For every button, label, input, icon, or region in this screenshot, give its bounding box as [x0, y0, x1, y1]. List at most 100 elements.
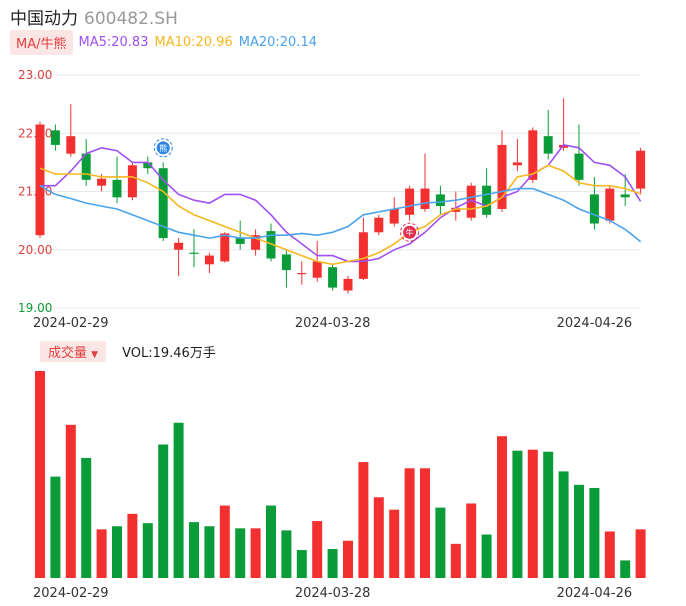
y-tick-label: 23.00 — [18, 68, 52, 82]
x-tick-label: 2024-04-26 — [557, 586, 633, 601]
y-tick-label: 21.00 — [18, 185, 52, 199]
candle[interactable] — [204, 252, 214, 274]
candle[interactable] — [389, 197, 399, 227]
candle[interactable] — [266, 223, 276, 262]
volume-bar[interactable] — [404, 468, 415, 578]
volume-bar[interactable] — [543, 451, 554, 578]
candle[interactable] — [220, 232, 230, 263]
stock-name: 中国动力 — [10, 9, 78, 29]
volume-bar[interactable] — [420, 468, 430, 578]
volume-bar[interactable] — [435, 507, 446, 578]
volume-bar[interactable] — [312, 521, 323, 578]
candle[interactable] — [297, 261, 307, 285]
volume-bar[interactable] — [358, 462, 369, 578]
signal-marker[interactable]: 熊 — [153, 138, 173, 158]
candle[interactable] — [112, 156, 122, 204]
volume-bar[interactable] — [620, 560, 631, 578]
candle[interactable] — [81, 139, 91, 186]
volume-bar[interactable] — [604, 531, 615, 578]
candle-body — [112, 179, 122, 198]
candle[interactable] — [50, 124, 60, 151]
volume-bar[interactable] — [497, 436, 507, 578]
volume-bar[interactable] — [296, 550, 307, 578]
volume-bar[interactable] — [466, 503, 477, 578]
volume-bar[interactable] — [343, 540, 353, 578]
volume-legend: 成交量 ▼ VOL:19.46万手 — [40, 340, 216, 362]
candle-body — [189, 252, 199, 254]
volume-bar[interactable] — [127, 513, 138, 578]
volume-bar[interactable] — [450, 543, 461, 578]
candle[interactable] — [35, 121, 45, 239]
candle[interactable] — [636, 147, 646, 195]
candle[interactable] — [559, 98, 569, 151]
candle[interactable] — [343, 275, 353, 294]
candle[interactable] — [281, 249, 291, 288]
candle[interactable] — [574, 124, 584, 186]
candle[interactable] — [482, 168, 492, 218]
volume-bar[interactable] — [158, 444, 169, 578]
volume-chart[interactable]: 2024-02-29 2024-03-28 2024-04-26 — [0, 362, 686, 602]
volume-bar[interactable] — [512, 450, 523, 578]
candle[interactable] — [158, 162, 168, 242]
volume-bar[interactable] — [189, 522, 199, 578]
volume-bar[interactable] — [235, 528, 246, 578]
volume-bar[interactable] — [204, 526, 215, 578]
candle[interactable] — [405, 185, 415, 221]
volume-bar[interactable] — [281, 530, 292, 578]
volume-bar[interactable] — [589, 487, 600, 578]
volume-bar[interactable] — [389, 509, 400, 578]
candle[interactable] — [235, 220, 245, 250]
candle[interactable] — [420, 153, 430, 212]
volume-bar[interactable] — [173, 422, 184, 578]
volume-bar[interactable] — [65, 424, 76, 578]
volume-indicator-button[interactable]: 成交量 ▼ — [40, 340, 107, 362]
ma10-line — [39, 164, 641, 266]
candle[interactable] — [374, 214, 384, 236]
signal-marker[interactable]: 牛 — [400, 222, 420, 242]
candle[interactable] — [66, 104, 76, 157]
candle[interactable] — [435, 185, 445, 215]
volume-bar[interactable] — [373, 497, 384, 578]
x-tick-label: 2024-02-29 — [33, 316, 109, 331]
volume-bar[interactable] — [50, 476, 61, 578]
candle[interactable] — [251, 229, 261, 256]
ma20-line — [39, 185, 642, 243]
stock-code: 600482.SH — [84, 9, 178, 29]
ma10-legend: MA10:20.96 — [154, 34, 233, 50]
candle[interactable] — [328, 264, 338, 291]
volume-bar[interactable] — [327, 549, 338, 578]
volume-bar[interactable] — [574, 484, 584, 578]
volume-bar[interactable] — [250, 528, 261, 578]
price-chart[interactable]: 23.00 22.00 21.00 20.00 19.00 熊牛 2024-02-29 2… — [0, 0, 686, 340]
volume-bar[interactable] — [527, 449, 538, 578]
volume-bar[interactable] — [635, 529, 646, 578]
candle-body — [158, 168, 168, 239]
candle[interactable] — [143, 156, 153, 175]
signal-marker-label: 熊 — [159, 143, 167, 153]
candle-body — [636, 150, 646, 189]
volume-bar[interactable] — [112, 526, 122, 578]
candle[interactable] — [497, 130, 507, 212]
volume-bar[interactable] — [558, 471, 569, 578]
candle[interactable] — [605, 185, 615, 224]
ma20-legend: MA20:20.14 — [238, 34, 317, 50]
candle[interactable] — [512, 139, 522, 172]
volume-bar[interactable] — [481, 534, 492, 578]
candle[interactable] — [466, 182, 476, 221]
y-tick-label: 22.00 — [18, 126, 52, 140]
ma-toggle-button[interactable]: MA/牛熊 — [10, 29, 73, 55]
candle[interactable] — [174, 238, 184, 276]
candle[interactable] — [620, 174, 630, 207]
ma5-line — [40, 144, 642, 263]
candle-body — [312, 261, 322, 278]
volume-bar[interactable] — [81, 457, 92, 578]
volume-bar[interactable] — [142, 523, 153, 578]
candle[interactable] — [543, 109, 553, 160]
volume-bar[interactable] — [96, 529, 107, 578]
candle[interactable] — [358, 217, 368, 281]
volume-bar[interactable] — [219, 505, 230, 578]
signal-marker-ring — [400, 222, 420, 242]
volume-bar[interactable] — [266, 505, 276, 578]
volume-bar[interactable] — [35, 371, 45, 578]
candle[interactable] — [127, 162, 137, 201]
